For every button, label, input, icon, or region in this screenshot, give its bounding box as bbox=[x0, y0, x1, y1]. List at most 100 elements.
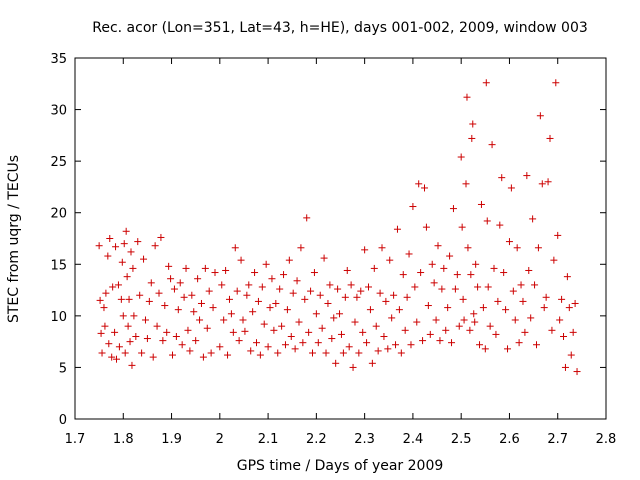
data-point bbox=[231, 244, 239, 252]
data-points bbox=[95, 79, 581, 376]
data-point bbox=[336, 310, 344, 318]
data-point bbox=[481, 345, 489, 353]
data-point bbox=[453, 271, 461, 279]
data-point bbox=[482, 79, 490, 87]
data-point bbox=[332, 359, 340, 367]
data-point bbox=[488, 141, 496, 149]
data-point bbox=[500, 269, 508, 277]
y-tick-label: 20 bbox=[50, 207, 67, 222]
x-tick-label: 2.2 bbox=[306, 432, 327, 447]
data-point bbox=[251, 269, 259, 277]
data-point bbox=[462, 180, 470, 188]
data-point bbox=[440, 264, 448, 272]
data-point bbox=[409, 203, 417, 211]
data-point bbox=[199, 353, 207, 361]
data-point bbox=[448, 339, 456, 347]
data-point bbox=[243, 291, 251, 299]
data-point bbox=[295, 318, 303, 326]
data-point bbox=[194, 275, 202, 283]
data-point bbox=[519, 297, 527, 305]
data-point bbox=[123, 273, 131, 281]
y-axis-label: STEC from uqrg / TECUs bbox=[6, 155, 22, 323]
y-axis-ticks: 0 5 10 15 20 25 30 35 bbox=[50, 52, 606, 428]
data-point bbox=[525, 266, 533, 274]
data-point bbox=[291, 345, 299, 353]
x-tick-label: 2.8 bbox=[596, 432, 617, 447]
data-point bbox=[538, 180, 546, 188]
data-point bbox=[430, 279, 438, 287]
x-tick-label: 2.3 bbox=[354, 432, 375, 447]
data-point bbox=[180, 293, 188, 301]
data-point bbox=[95, 242, 103, 250]
data-point bbox=[125, 295, 133, 303]
data-point bbox=[486, 322, 494, 330]
data-point bbox=[341, 293, 349, 301]
data-point bbox=[386, 256, 394, 264]
data-point bbox=[372, 322, 380, 330]
y-tick-label: 0 bbox=[59, 413, 67, 428]
data-point bbox=[550, 256, 558, 264]
data-point bbox=[507, 184, 515, 192]
data-point bbox=[366, 306, 374, 314]
data-point bbox=[420, 184, 428, 192]
data-point bbox=[337, 330, 345, 338]
x-axis-label: GPS time / Days of year 2009 bbox=[237, 458, 444, 474]
x-tick-label: 1.9 bbox=[161, 432, 182, 447]
data-point bbox=[422, 223, 430, 231]
data-point bbox=[253, 339, 261, 347]
data-point bbox=[324, 299, 332, 307]
data-point bbox=[434, 242, 442, 250]
data-point bbox=[141, 316, 149, 324]
data-point bbox=[498, 174, 506, 182]
data-point bbox=[140, 255, 148, 263]
x-tick-label: 2.1 bbox=[258, 432, 279, 447]
y-tick-label: 15 bbox=[50, 258, 67, 273]
data-point bbox=[117, 295, 125, 303]
data-point bbox=[370, 264, 378, 272]
data-point bbox=[196, 316, 204, 324]
data-point bbox=[211, 269, 219, 277]
y-tick-label: 25 bbox=[50, 155, 67, 170]
data-point bbox=[111, 328, 119, 336]
data-point bbox=[109, 283, 117, 291]
data-point bbox=[502, 306, 510, 314]
data-point bbox=[432, 316, 440, 324]
data-point bbox=[153, 322, 161, 330]
x-tick-label: 2.7 bbox=[547, 432, 568, 447]
data-point bbox=[476, 341, 484, 349]
data-point bbox=[328, 335, 336, 343]
data-point bbox=[359, 328, 367, 336]
data-point bbox=[382, 297, 390, 305]
data-point bbox=[108, 353, 116, 361]
data-point bbox=[558, 295, 566, 303]
data-point bbox=[237, 256, 245, 264]
data-point bbox=[113, 355, 121, 363]
data-point bbox=[560, 332, 568, 340]
data-point bbox=[309, 349, 317, 357]
data-point bbox=[345, 343, 353, 351]
y-tick-label: 35 bbox=[50, 52, 67, 67]
data-point bbox=[207, 349, 215, 357]
x-tick-label: 2 bbox=[216, 432, 224, 447]
data-point bbox=[126, 338, 134, 346]
plot-frame bbox=[74, 57, 607, 420]
data-point bbox=[235, 337, 243, 345]
data-point bbox=[307, 287, 315, 295]
data-point bbox=[417, 269, 425, 277]
data-point bbox=[405, 250, 413, 258]
data-point bbox=[563, 273, 571, 281]
data-point bbox=[281, 341, 289, 349]
data-point bbox=[227, 310, 235, 318]
data-point bbox=[468, 134, 476, 142]
data-point bbox=[523, 172, 531, 180]
data-point bbox=[97, 329, 105, 337]
data-point bbox=[388, 314, 396, 322]
data-point bbox=[224, 351, 232, 359]
data-point bbox=[460, 316, 468, 324]
x-tick-label: 2.6 bbox=[499, 432, 520, 447]
data-point bbox=[544, 178, 552, 186]
data-point bbox=[459, 295, 467, 303]
chart-title: Rec. acor (Lon=351, Lat=43, h=HE), days … bbox=[92, 20, 588, 36]
data-point bbox=[378, 244, 386, 252]
data-point bbox=[98, 349, 106, 357]
